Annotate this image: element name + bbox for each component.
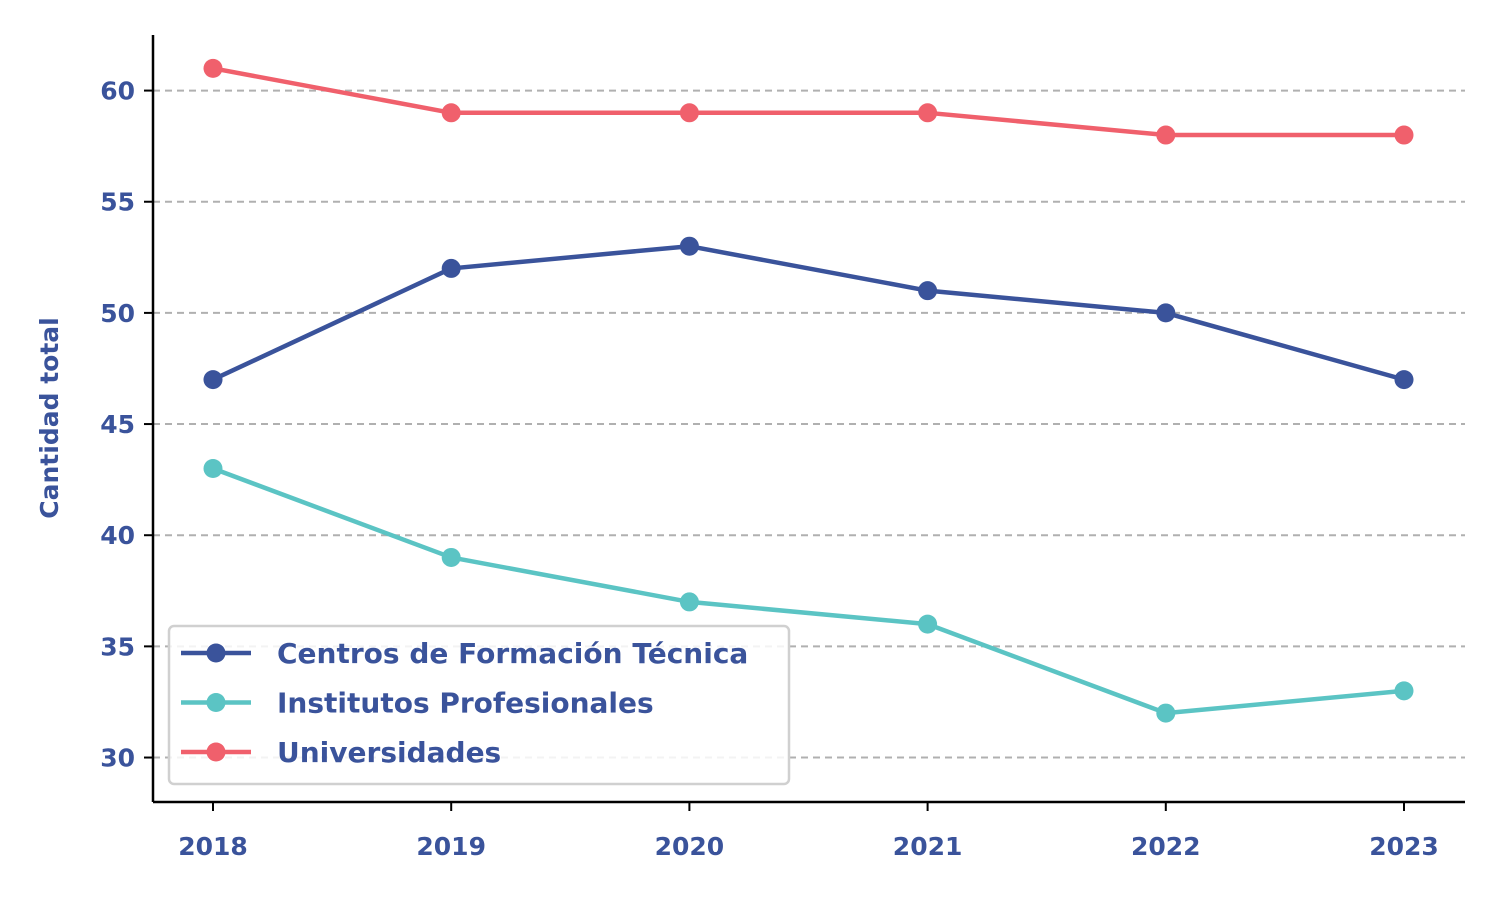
data-point-2-2023 <box>1394 125 1414 145</box>
data-point-1-2019 <box>441 547 461 567</box>
y-tick-label-45: 45 <box>100 410 135 439</box>
data-point-2-2021 <box>918 103 938 123</box>
x-tick-label-2022: 2022 <box>1131 832 1201 861</box>
legend-swatch-marker-2 <box>206 742 226 762</box>
legend-swatch-marker-0 <box>206 643 226 663</box>
axes <box>151 35 1465 804</box>
x-axis-ticks: 2018 2019 2020 2021 2022 2023 <box>178 802 1439 861</box>
data-point-1-2023 <box>1394 681 1414 701</box>
data-point-0-2021 <box>918 281 938 301</box>
y-tick-label-35: 35 <box>100 632 135 661</box>
series-line-1 <box>210 466 1407 716</box>
series-line-0 <box>210 243 1407 382</box>
y-axis-title: Cantidad total <box>35 317 64 518</box>
data-point-0-2019 <box>441 258 461 278</box>
data-point-0-2020 <box>679 236 699 256</box>
legend-box <box>167 624 791 786</box>
data-point-0-2023 <box>1394 370 1414 390</box>
series-1 <box>203 459 1414 723</box>
y-axis-ticks: 30 35 40 45 50 55 60 <box>100 77 153 773</box>
data-point-2-2020 <box>679 103 699 123</box>
y-tick-label-50: 50 <box>100 299 135 328</box>
x-tick-label-2019: 2019 <box>416 832 486 861</box>
data-point-1-2018 <box>203 459 223 479</box>
data-point-1-2020 <box>679 592 699 612</box>
data-point-1-2021 <box>918 614 938 634</box>
legend-label-1: Institutos Profesionales <box>277 687 654 720</box>
data-point-1-2022 <box>1156 703 1176 723</box>
x-tick-label-2020: 2020 <box>655 832 725 861</box>
data-point-2-2019 <box>441 103 461 123</box>
x-tick-label-2018: 2018 <box>178 832 248 861</box>
data-point-2-2022 <box>1156 125 1176 145</box>
legend: Centros de Formación Técnica Institutos P… <box>167 624 791 786</box>
legend-entry-1: Institutos Profesionales <box>181 687 654 720</box>
x-tick-label-2021: 2021 <box>893 832 963 861</box>
legend-swatch-marker-1 <box>206 693 226 712</box>
y-tick-label-40: 40 <box>100 521 135 550</box>
y-tick-label-55: 55 <box>100 188 135 217</box>
legend-entry-2: Universidades <box>181 736 501 769</box>
data-point-0-2018 <box>203 370 223 390</box>
data-point-0-2022 <box>1156 303 1176 323</box>
series-2 <box>203 58 1414 145</box>
y-tick-label-30: 30 <box>100 744 135 773</box>
y-tick-label-60: 60 <box>100 77 135 106</box>
legend-entry-0: Centros de Formación Técnica <box>181 637 748 670</box>
legend-label-0: Centros de Formación Técnica <box>277 637 748 670</box>
series-0 <box>203 236 1414 390</box>
series-line-2 <box>210 66 1407 138</box>
data-point-2-2018 <box>203 58 223 78</box>
series-lines <box>203 58 1414 723</box>
x-tick-label-2023: 2023 <box>1369 832 1439 861</box>
legend-label-2: Universidades <box>277 736 501 769</box>
